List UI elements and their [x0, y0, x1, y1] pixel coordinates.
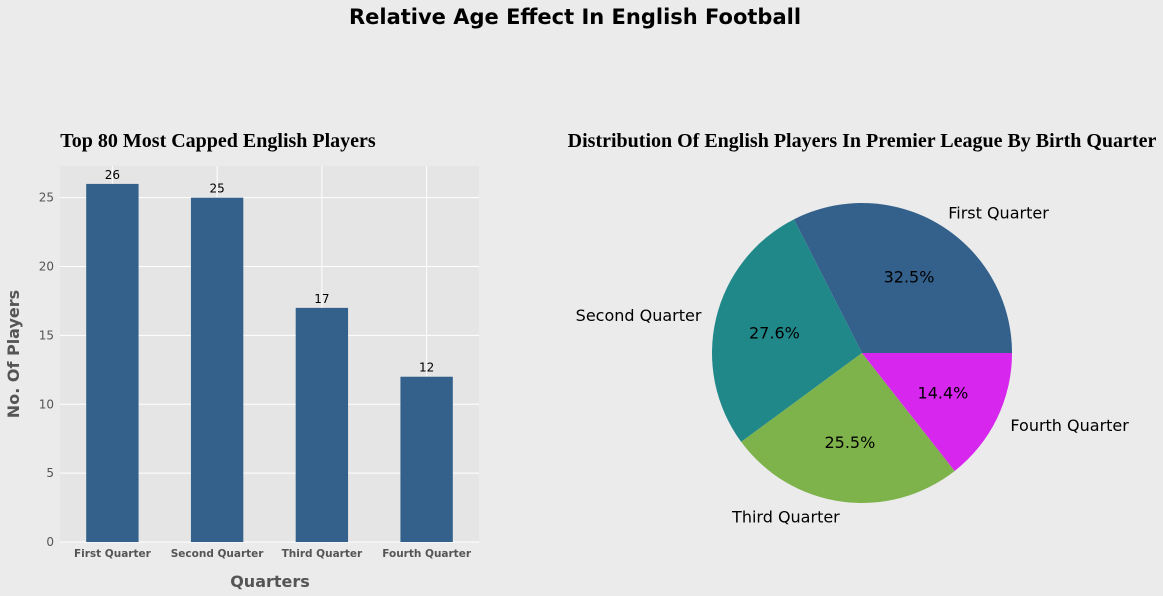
- y-tick-label: 10: [39, 397, 54, 411]
- pie-slice: [862, 353, 1012, 471]
- bar-value-label: 17: [314, 292, 329, 306]
- bar-chart-bars: 26 25 17 12: [86, 168, 453, 542]
- bar-chart-y-axis-label: No. Of Players: [4, 290, 23, 418]
- x-tick-label: First Quarter: [74, 548, 152, 560]
- pie-percent-label: 27.6%: [749, 323, 800, 342]
- bar-chart: Top 80 Most Capped English Players 26 25 1…: [4, 130, 479, 591]
- y-tick-label: 5: [46, 466, 54, 480]
- pie-chart-slices: [712, 203, 1012, 504]
- pie-category-label: First Quarter: [948, 203, 1049, 222]
- x-tick-label: Second Quarter: [171, 548, 265, 560]
- bar-chart-title: Top 80 Most Capped English Players: [60, 130, 376, 152]
- pie-category-label: Second Quarter: [576, 306, 702, 325]
- pie-category-label: Fourth Quarter: [1010, 416, 1129, 435]
- pie-slice: [741, 353, 955, 504]
- bar: [86, 183, 139, 542]
- bar-chart-x-axis-label: Quarters: [230, 572, 310, 591]
- pie-slice: [712, 219, 862, 442]
- x-tick-label: Fourth Quarter: [382, 548, 472, 560]
- bar-value-label: 26: [105, 168, 120, 182]
- x-tick-label: Third Quarter: [282, 548, 363, 560]
- y-tick-label: 20: [39, 260, 54, 274]
- bar: [400, 376, 453, 542]
- pie-category-label: Third Quarter: [731, 507, 840, 526]
- pie-percent-label: 25.5%: [824, 433, 875, 452]
- pie-percent-label: 14.4%: [918, 383, 969, 402]
- pie-chart: Distribution Of English Players In Premi…: [568, 130, 1157, 526]
- y-tick-label: 0: [46, 535, 54, 549]
- pie-chart-title: Distribution Of English Players In Premi…: [568, 130, 1157, 152]
- pie-chart-labels: 32.5% First Quarter 27.6% Second Quarter 25.…: [576, 203, 1130, 526]
- bar-chart-ticks: 0 5 10 15 20 25 First Quarter Second Quarter Thi…: [39, 191, 472, 560]
- bar-value-label: 25: [209, 182, 224, 196]
- figure-title: Relative Age Effect In English Football: [349, 5, 801, 29]
- pie-slice: [793, 203, 1012, 353]
- bar-value-label: 12: [419, 361, 434, 375]
- bar: [295, 307, 349, 542]
- bar: [190, 197, 244, 542]
- pie-percent-label: 32.5%: [884, 267, 935, 286]
- y-tick-label: 15: [39, 328, 54, 342]
- y-tick-label: 25: [39, 191, 54, 205]
